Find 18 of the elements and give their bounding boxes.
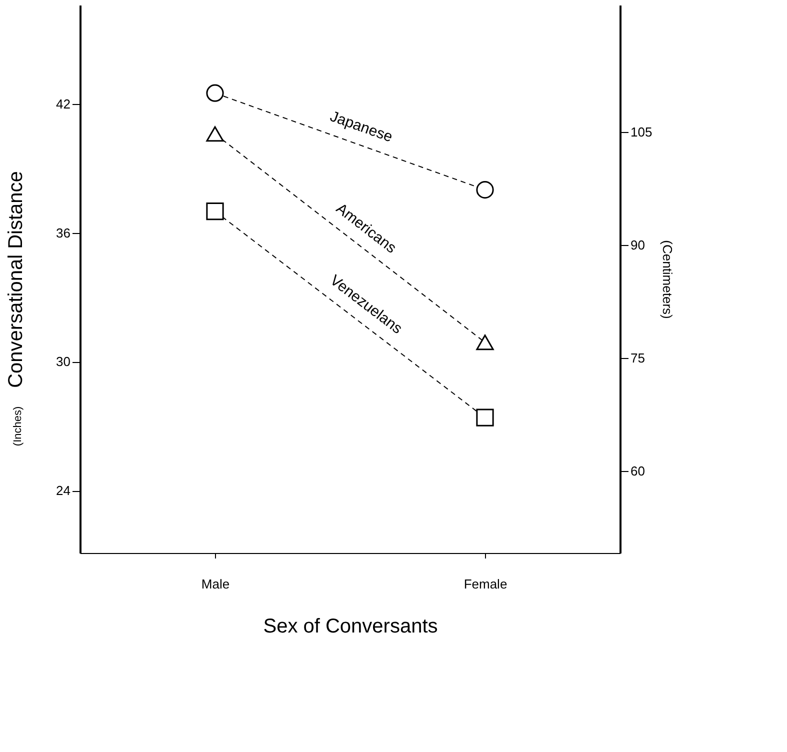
point [206,84,224,102]
y-axis-title: Conversational Distance [5,171,28,388]
text: (Inches) [12,406,24,446]
x-axis-title: Sex of Conversants [263,616,438,638]
point [476,181,494,199]
y-tick-label: 42 [56,96,70,112]
y2-tick-label: 105 [630,124,652,140]
y2-tick-label: 60 [630,463,645,478]
x-tick-label: Female [464,576,508,592]
y2-axis-title: (Centimeters) [660,240,676,319]
point [206,202,224,220]
y-tick-label: 30 [56,354,70,370]
y-tick-label: 36 [56,225,70,240]
y-tick-label: 24 [56,483,70,498]
y2-tick-label: 75 [630,350,645,366]
x-tick-label: Male [201,576,230,592]
y2-tick-label: 90 [630,238,645,253]
point [476,408,494,426]
